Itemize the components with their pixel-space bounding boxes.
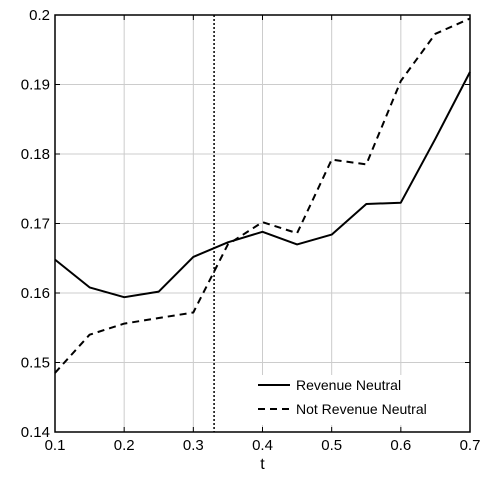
x-tick-label: 0.4 (252, 437, 273, 454)
x-tick-label: 0.7 (460, 437, 480, 454)
grid (55, 15, 470, 432)
legend-label-revenue-neutral: Revenue Neutral (296, 377, 401, 393)
legend: Revenue Neutral Not Revenue Neutral (250, 375, 465, 425)
y-tick-label: 0.16 (21, 285, 50, 302)
plot-area (54, 15, 471, 432)
y-tick-label: 0.18 (21, 146, 50, 163)
x-tick-label: 0.5 (321, 437, 342, 454)
axis-ticks: 0.1 0.2 0.3 0.4 0.5 0.6 0.7 0.14 0.15 0.16 0.17 0.1… (21, 7, 480, 454)
y-tick-label: 0.17 (21, 216, 50, 233)
x-axis-label: t (260, 456, 265, 473)
x-tick-label: 0.1 (45, 437, 66, 454)
series-line-not-revenue-neutral (54, 17, 471, 374)
x-tick-label: 0.2 (114, 437, 135, 454)
series-line-revenue-neutral (54, 71, 471, 299)
y-tick-label: 0.2 (29, 7, 50, 24)
x-tick-label: 0.6 (390, 437, 411, 454)
legend-box (250, 375, 465, 425)
y-tick-label: 0.14 (21, 424, 50, 441)
x-tick-label: 0.3 (183, 437, 204, 454)
y-tick-label: 0.15 (21, 355, 50, 372)
y-tick-label: 0.19 (21, 77, 50, 94)
legend-label-not-revenue-neutral: Not Revenue Neutral (296, 401, 427, 417)
